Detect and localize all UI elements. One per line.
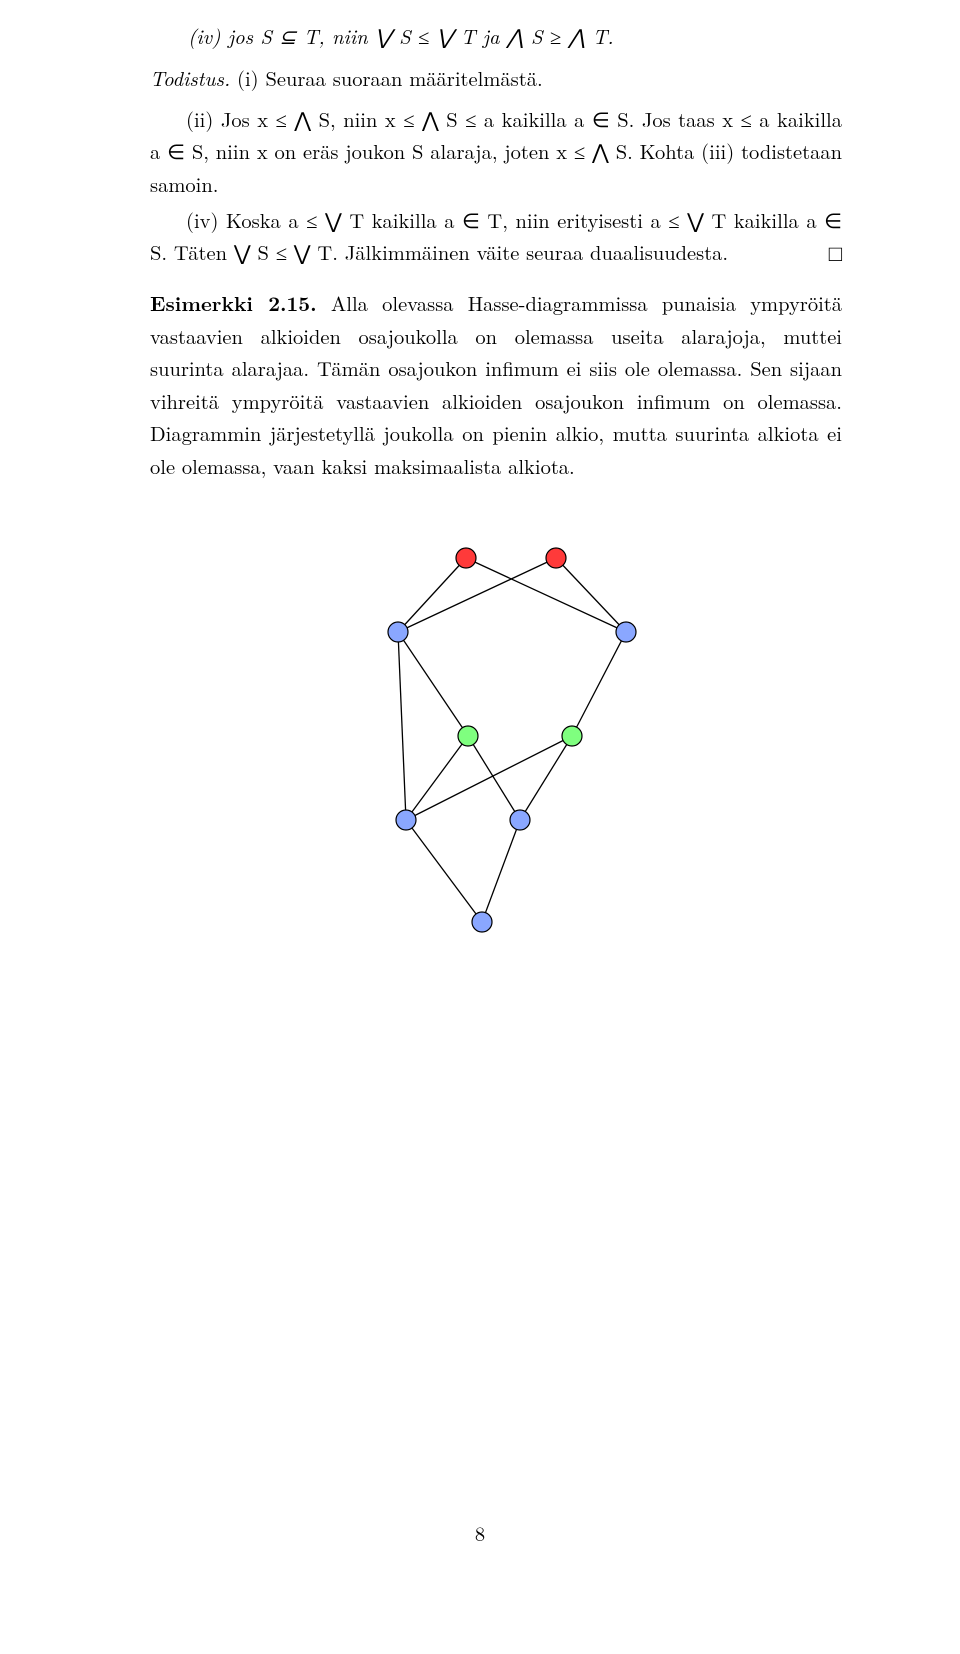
- diagram-edge: [406, 736, 468, 820]
- proof-part-iv-text: (iv) Koska a ≤ ⋁ T kaikilla a ∈ T, niin …: [150, 205, 842, 266]
- example-2-15: Esimerkki 2.15. Alla olevassa Hasse-diag…: [150, 287, 842, 482]
- diagram-edge: [398, 558, 556, 632]
- diagram-edge: [572, 632, 626, 736]
- diagram-edge: [398, 558, 466, 632]
- hasse-diagram: [326, 522, 666, 942]
- diagram-node-blue: [396, 810, 416, 830]
- diagram-edge: [468, 736, 520, 820]
- diagram-node-red: [456, 548, 476, 568]
- diagram-node-green: [458, 726, 478, 746]
- proof-part-ii: (ii) Jos x ≤ ⋀ S, niin x ≤ ⋀ S ≤ a kaiki…: [150, 103, 842, 200]
- proof-part-iv: (iv) Koska a ≤ ⋁ T kaikilla a ∈ T, niin …: [150, 204, 842, 269]
- diagram-edge: [398, 632, 406, 820]
- proof-part-i: (i) Seuraa suoraan määritelmästä.: [230, 63, 542, 92]
- page-number: 8: [0, 1517, 960, 1549]
- diagram-edge: [406, 736, 572, 820]
- diagram-node-blue: [388, 622, 408, 642]
- proof-label: Todistus.: [150, 63, 230, 92]
- diagram-edge: [466, 558, 626, 632]
- diagram-node-blue: [510, 810, 530, 830]
- diagram-node-blue: [472, 912, 492, 932]
- diagram-edge: [556, 558, 626, 632]
- qed-icon: □: [793, 236, 842, 271]
- diagram-edge: [406, 820, 482, 922]
- page: (iv) jos S ⊆ T, niin ⋁ S ≤ ⋁ T ja ⋀ S ≥ …: [0, 0, 960, 1654]
- example-label: Esimerkki 2.15.: [150, 289, 317, 318]
- diagram-edge: [398, 632, 468, 736]
- diagram-node-red: [546, 548, 566, 568]
- diagram-node-blue: [616, 622, 636, 642]
- proof-opening: Todistus. (i) Seuraa suoraan määritelmäs…: [150, 62, 842, 94]
- list-item-iv: (iv) jos S ⊆ T, niin ⋁ S ≤ ⋁ T ja ⋀ S ≥ …: [188, 20, 842, 52]
- diagram-node-green: [562, 726, 582, 746]
- diagram-edge: [482, 820, 520, 922]
